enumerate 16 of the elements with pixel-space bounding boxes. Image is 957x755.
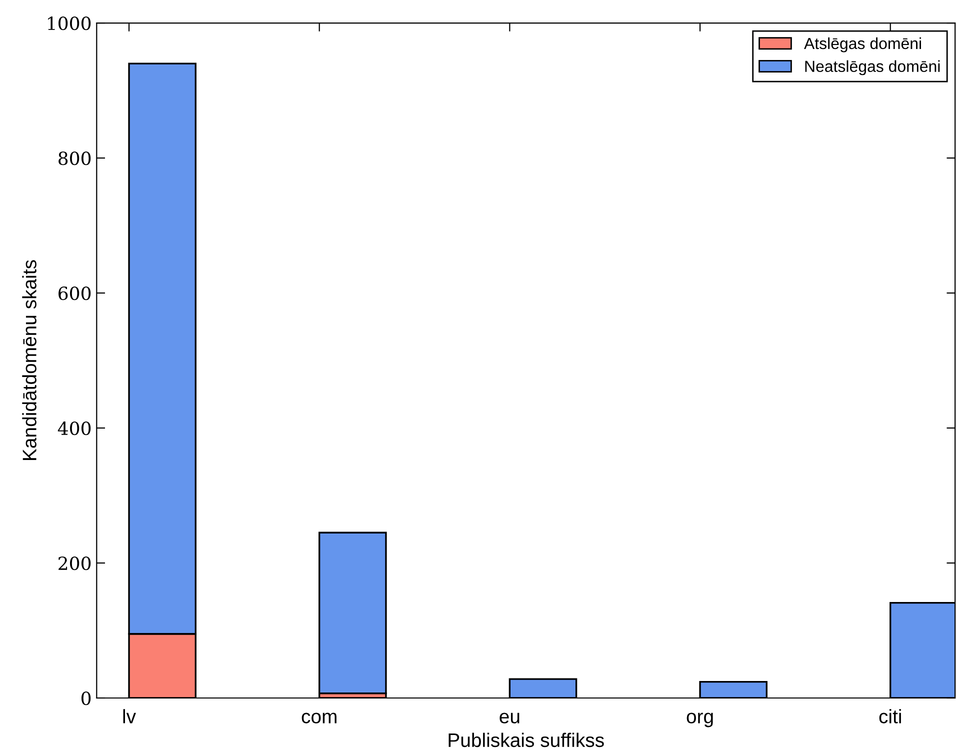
x-axis-title: Publiskais suffikss — [448, 732, 604, 748]
y-tick-label: 1000 — [48, 16, 91, 30]
y-tick-label: 600 — [58, 286, 91, 300]
x-tick-label: lv — [123, 709, 136, 724]
legend-label: Neatslēgas domēni — [805, 60, 940, 76]
y-tick-label: 200 — [58, 556, 91, 570]
x-tick-label: com — [302, 712, 336, 724]
y-axis-title: Kandidātdomēnu skaits — [22, 260, 36, 460]
bar — [318, 532, 387, 694]
x-tick-label: org — [686, 712, 713, 728]
x-tick-label: citi — [879, 709, 901, 724]
y-tick-label: 800 — [58, 151, 91, 166]
y-tick-label: 0 — [82, 691, 91, 706]
legend-label: Atslēgas domēni — [804, 37, 921, 52]
y-tick-label: 400 — [58, 421, 91, 436]
x-tick-label: eu — [500, 712, 520, 724]
